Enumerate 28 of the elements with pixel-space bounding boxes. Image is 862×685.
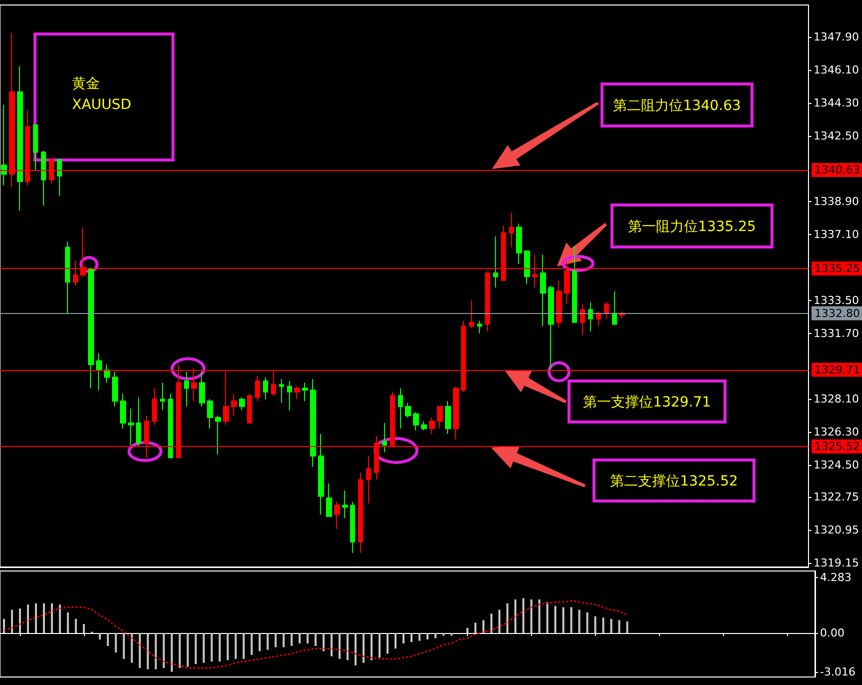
annotation: 第二阻力位1340.63 xyxy=(613,98,741,114)
y-tick-label: -3.016 xyxy=(820,666,856,679)
annotation: 第一阻力位1335.25 xyxy=(628,219,756,235)
y-tick-label: 0.00 xyxy=(820,626,844,640)
ref-line-label: 1325.52 xyxy=(814,440,860,453)
y-tick-label: 1320.95 xyxy=(814,524,860,537)
y-tick-label: 1337.10 xyxy=(814,228,860,242)
ref-line-label: 1335.25 xyxy=(814,262,860,275)
ref-line-label: 1340.63 xyxy=(814,164,860,177)
y-tick-label: 1326.30 xyxy=(814,426,860,439)
y-tick-label: 1328.10 xyxy=(814,392,860,406)
y-tick-label: 1342.50 xyxy=(814,129,860,142)
ref-line-label: 1332.80 xyxy=(814,306,860,320)
y-tick-label: 1346.10 xyxy=(814,63,860,76)
annotation: 第一支撑位1329.71 xyxy=(583,394,711,410)
y-tick-label: 1344.30 xyxy=(814,96,860,110)
y-tick-label: 1319.15 xyxy=(814,556,860,570)
ref-line-label: 1329.71 xyxy=(814,363,860,376)
y-tick-label: 1338.90 xyxy=(814,195,860,208)
annotation: 第二支撑位1325.52 xyxy=(610,474,738,490)
y-tick-label: 4.283 xyxy=(820,571,852,584)
y-tick-label: 1322.75 xyxy=(814,490,860,504)
y-tick-label: 1331.70 xyxy=(814,326,860,340)
text: 黄金 xyxy=(72,76,100,92)
y-tick-label: 1333.50 xyxy=(814,294,860,307)
text: XAUUSD xyxy=(72,97,132,113)
y-tick-label: 1324.50 xyxy=(814,458,860,472)
y-tick-label: 1347.90 xyxy=(814,30,860,44)
